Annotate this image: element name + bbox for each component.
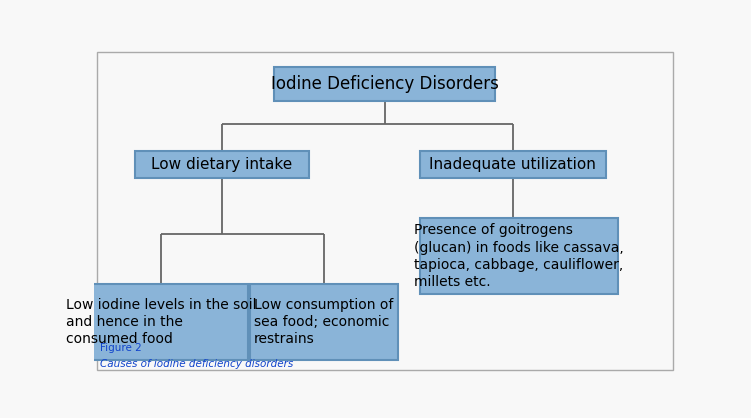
Text: Causes of iodine deficiency disorders: Causes of iodine deficiency disorders (100, 359, 293, 369)
FancyBboxPatch shape (74, 284, 248, 360)
Text: Low dietary intake: Low dietary intake (151, 157, 293, 172)
FancyBboxPatch shape (134, 151, 309, 178)
Text: Presence of goitrogens
(glucan) in foods like cassava,
tapioca, cabbage, caulifl: Presence of goitrogens (glucan) in foods… (414, 223, 623, 289)
Text: Iodine Deficiency Disorders: Iodine Deficiency Disorders (271, 75, 499, 93)
Text: Figure 2: Figure 2 (100, 343, 141, 353)
FancyBboxPatch shape (420, 218, 617, 294)
FancyBboxPatch shape (249, 284, 398, 360)
Text: Low iodine levels in the soil
and hence in the
consumed food: Low iodine levels in the soil and hence … (65, 298, 256, 347)
Text: Inadequate utilization: Inadequate utilization (430, 157, 596, 172)
FancyBboxPatch shape (274, 67, 496, 101)
Text: Low consumption of
sea food; economic
restrains: Low consumption of sea food; economic re… (254, 298, 394, 347)
FancyBboxPatch shape (420, 151, 606, 178)
